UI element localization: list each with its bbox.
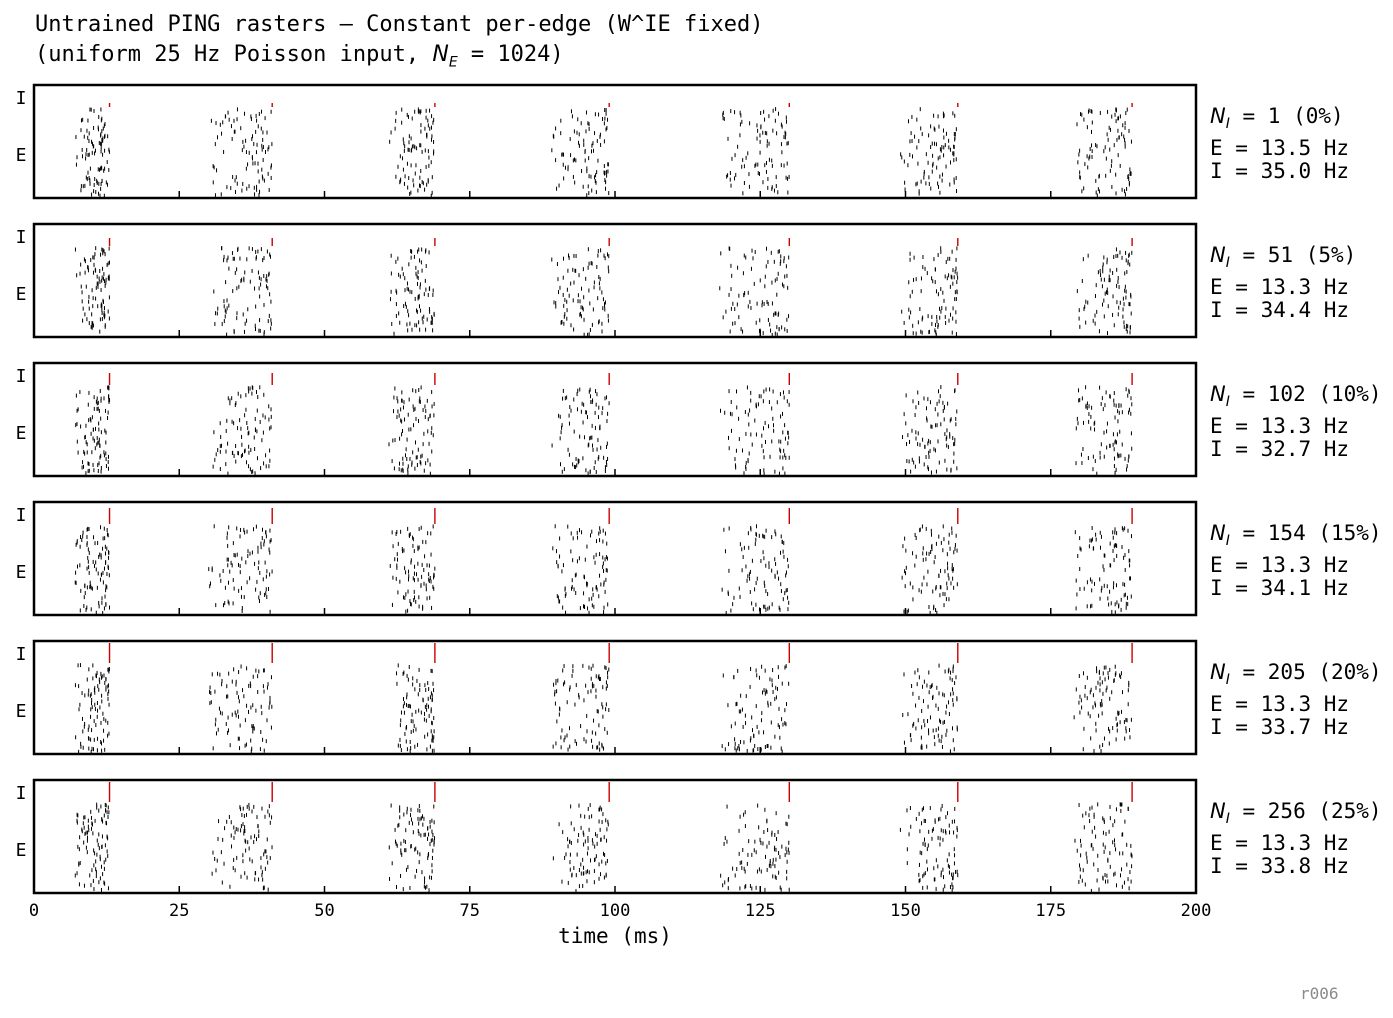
chart-title: Untrained PING rasters — Constant per-ed…: [35, 10, 763, 77]
y-tick-label-i: I: [16, 227, 27, 248]
y-tick-label-i: I: [16, 366, 27, 387]
raster-panel-1: IE: [16, 222, 1198, 339]
x-tick-label: 125: [745, 901, 776, 921]
y-tick-label-i: I: [16, 644, 27, 665]
raster-panel-2: IE: [16, 361, 1198, 478]
panel-frame: [32, 83, 1198, 200]
y-tick-label-i: I: [16, 505, 27, 526]
x-tick-label: 75: [460, 901, 480, 921]
ni-label: NI = 51 (5%): [1210, 243, 1357, 272]
x-tick-label: 0: [29, 901, 39, 921]
panel-annotation: NI = 154 (15%) E = 13.3 Hz I = 34.1 Hz: [1210, 521, 1382, 601]
e-rate-label: E = 13.3 Hz: [1210, 413, 1350, 438]
e-rate-label: E = 13.3 Hz: [1210, 274, 1350, 299]
x-tick-label: 50: [314, 901, 334, 921]
chart-title-line1: Untrained PING rasters — Constant per-ed…: [35, 12, 764, 37]
panel-annotation: NI = 51 (5%) E = 13.3 Hz I = 34.4 Hz: [1210, 243, 1357, 323]
y-tick-label-e: E: [16, 423, 27, 444]
i-rate-label: I = 34.1 Hz: [1210, 576, 1350, 601]
panel-frame: [32, 639, 1198, 756]
panel-frame: [32, 778, 1198, 895]
raster-panel-5: IE: [16, 778, 1198, 895]
x-tick-label: 150: [890, 901, 921, 921]
figure-tag: r006: [1300, 984, 1339, 1003]
raster-panel-0: IE: [16, 83, 1198, 200]
raster-panel-3: IE: [16, 500, 1198, 617]
panel-annotation: NI = 256 (25%) E = 13.3 Hz I = 33.8 Hz: [1210, 799, 1382, 879]
x-tick-label: 175: [1035, 901, 1066, 921]
x-axis-label: time (ms): [558, 924, 672, 948]
panel-frame: [32, 500, 1198, 617]
e-rate-label: E = 13.3 Hz: [1210, 552, 1350, 577]
ni-label: NI = 205 (20%): [1210, 660, 1382, 689]
y-tick-label-e: E: [16, 840, 27, 861]
i-rate-label: I = 33.7 Hz: [1210, 715, 1350, 740]
panel-annotation: NI = 205 (20%) E = 13.3 Hz I = 33.7 Hz: [1210, 660, 1382, 740]
ni-label: NI = 154 (15%): [1210, 521, 1382, 550]
y-tick-label-e: E: [16, 562, 27, 583]
ni-label: NI = 256 (25%): [1210, 799, 1382, 828]
e-rate-label: E = 13.5 Hz: [1210, 135, 1350, 160]
y-tick-label-e: E: [16, 145, 27, 166]
y-tick-label-e: E: [16, 284, 27, 305]
chart-title-line2: (uniform 25 Hz Poisson input, NE = 1024): [35, 42, 564, 71]
panel-frame: [32, 361, 1198, 478]
panel-frame: [32, 222, 1198, 339]
y-tick-label-e: E: [16, 701, 27, 722]
ni-label: NI = 102 (10%): [1210, 382, 1382, 411]
x-tick-label: 25: [169, 901, 189, 921]
raster-panel-4: IE: [16, 639, 1198, 756]
y-tick-label-i: I: [16, 88, 27, 109]
panel-annotation: NI = 1 (0%) E = 13.5 Hz I = 35.0 Hz: [1210, 104, 1350, 184]
i-rate-label: I = 32.7 Hz: [1210, 437, 1350, 462]
i-rate-label: I = 33.8 Hz: [1210, 854, 1350, 879]
i-rate-label: I = 35.0 Hz: [1210, 159, 1350, 184]
y-tick-label-i: I: [16, 783, 27, 804]
e-rate-label: E = 13.3 Hz: [1210, 691, 1350, 716]
x-tick-label: 200: [1181, 901, 1212, 921]
i-rate-label: I = 34.4 Hz: [1210, 298, 1350, 323]
ni-label: NI = 1 (0%): [1210, 104, 1344, 133]
x-tick-label: 100: [600, 901, 631, 921]
e-rate-label: E = 13.3 Hz: [1210, 830, 1350, 855]
panel-annotation: NI = 102 (10%) E = 13.3 Hz I = 32.7 Hz: [1210, 382, 1382, 462]
